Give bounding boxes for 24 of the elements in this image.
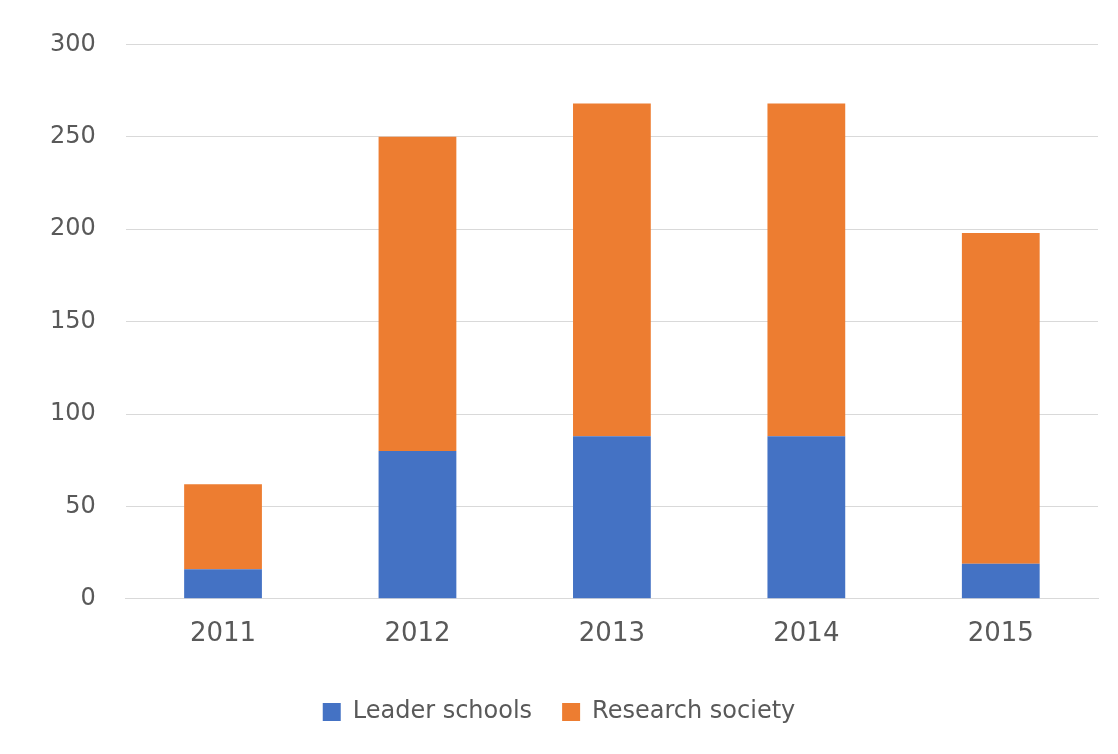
bar bbox=[961, 232, 1040, 564]
y-tick-label: 150 bbox=[50, 305, 96, 334]
y-tick-label: 250 bbox=[50, 121, 96, 150]
y-tick-label: 0 bbox=[80, 583, 96, 612]
y-tick-label: 300 bbox=[50, 28, 96, 57]
bar bbox=[767, 436, 846, 599]
bar bbox=[573, 103, 651, 437]
y-tick-label: 200 bbox=[50, 213, 96, 242]
x-tick-label: 2014 bbox=[773, 617, 840, 648]
bar bbox=[378, 450, 457, 599]
y-tick-label: 50 bbox=[65, 490, 96, 519]
x-tick-label: 2015 bbox=[967, 617, 1034, 648]
bar bbox=[184, 484, 262, 570]
legend-label: Research society bbox=[592, 696, 796, 725]
bar bbox=[767, 103, 846, 437]
bar bbox=[378, 136, 457, 451]
legend-label: Leader schools bbox=[352, 696, 533, 725]
y-tick-label: 100 bbox=[50, 398, 96, 427]
x-tick-label: 2012 bbox=[384, 617, 451, 648]
x-tick-label: 2011 bbox=[189, 617, 257, 648]
bar bbox=[573, 436, 651, 599]
bar bbox=[184, 569, 262, 599]
bar bbox=[961, 563, 1040, 599]
x-tick-label: 2013 bbox=[578, 617, 645, 648]
